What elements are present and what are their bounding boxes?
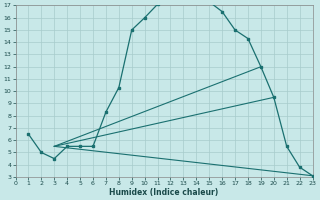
X-axis label: Humidex (Indice chaleur): Humidex (Indice chaleur) — [109, 188, 219, 197]
